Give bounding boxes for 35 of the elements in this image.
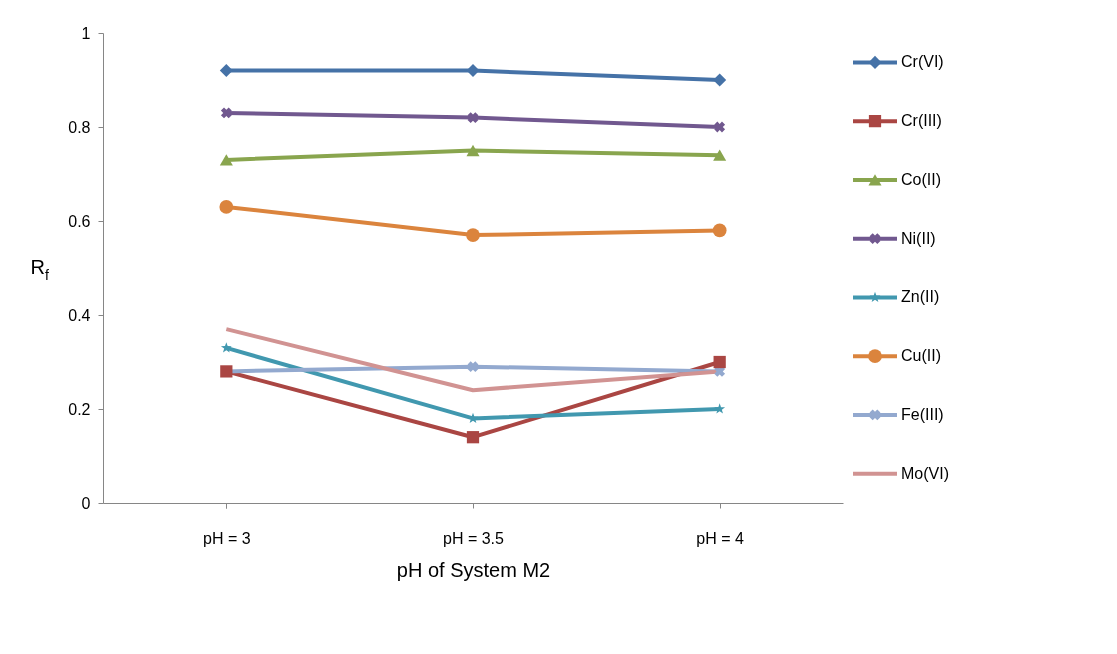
point <box>219 200 234 214</box>
point <box>219 64 233 78</box>
point <box>466 228 480 242</box>
point <box>219 154 233 166</box>
legend-label: Cu(II) <box>901 347 941 365</box>
point <box>713 73 727 87</box>
point <box>714 403 726 414</box>
point <box>713 355 726 369</box>
point <box>466 144 480 157</box>
point <box>713 149 727 161</box>
y-tick-label: 0.2 <box>68 400 91 418</box>
y-tick-label: 0.4 <box>68 306 91 324</box>
point <box>467 361 479 373</box>
point <box>466 64 480 78</box>
x-tick-label: pH = 3.5 <box>443 529 505 547</box>
point <box>714 121 726 133</box>
point <box>220 342 232 353</box>
y-tick-label: 0.6 <box>68 212 91 230</box>
x-tick-label: pH = 4 <box>696 529 745 547</box>
y-tick-label: 0 <box>81 494 91 512</box>
point <box>466 431 480 444</box>
legend-label: Mo(VI) <box>901 464 949 482</box>
legend-label: Co(II) <box>901 170 941 188</box>
y-tick-label: 1 <box>81 24 91 42</box>
point <box>467 112 479 124</box>
point <box>712 223 727 238</box>
legend-label: Zn(II) <box>901 288 940 306</box>
legend-label: Fe(III) <box>901 405 944 423</box>
legend-label: Ni(II) <box>901 229 936 247</box>
x-axis-title: pH of System M2 <box>396 558 551 581</box>
legend-label: Cr(III) <box>901 112 942 130</box>
point <box>220 107 232 119</box>
x-tick-label: pH = 3 <box>203 529 251 547</box>
y-tick-label: 0.8 <box>68 118 91 136</box>
legend-label: Cr(VI) <box>901 53 944 71</box>
